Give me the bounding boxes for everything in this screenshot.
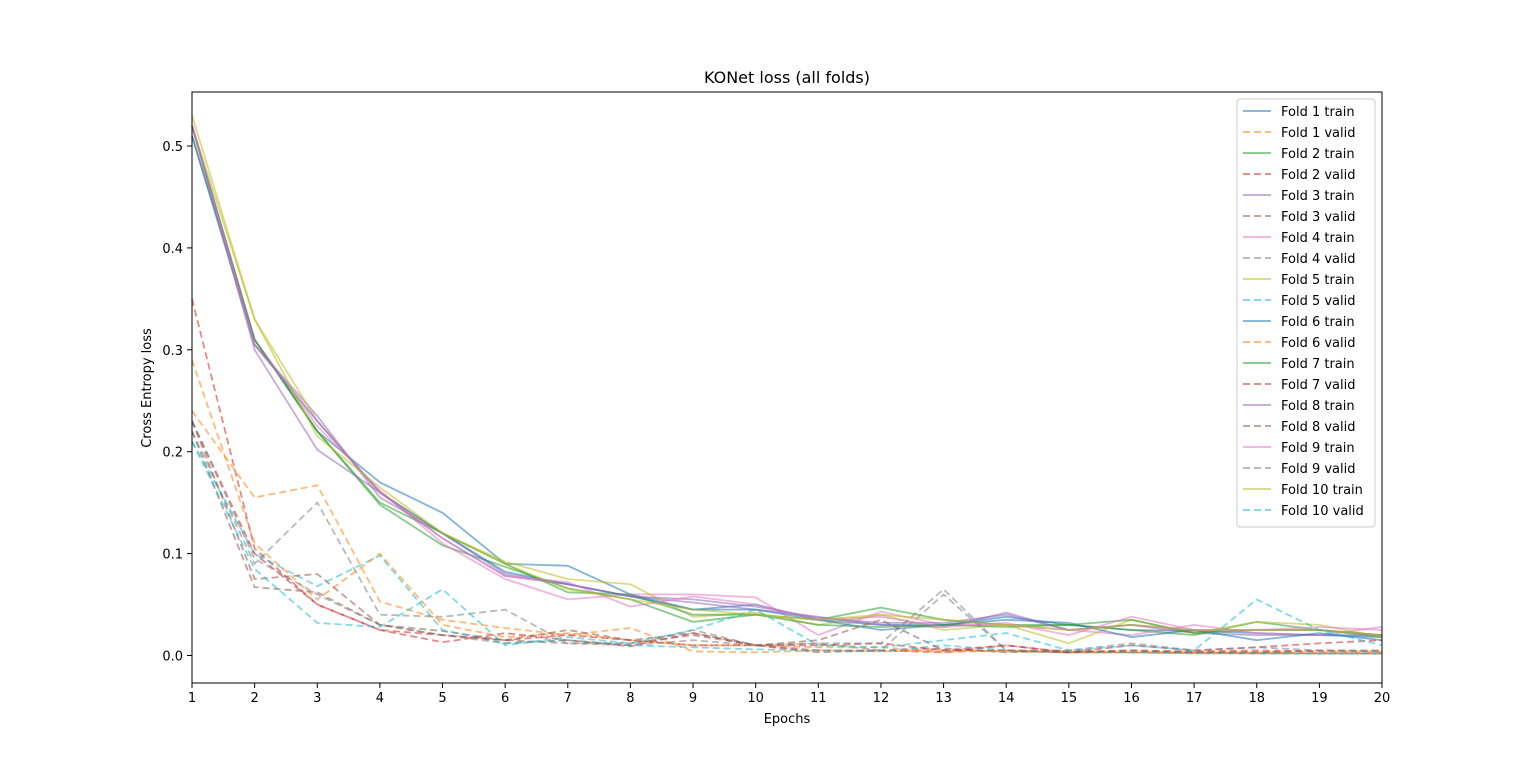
legend-label: Fold 3 train bbox=[1281, 189, 1355, 204]
x-tick-label: 10 bbox=[747, 691, 764, 706]
y-tick-label: 0.3 bbox=[162, 344, 183, 359]
legend-box bbox=[1236, 98, 1376, 528]
y-tick-label: 0.1 bbox=[162, 548, 183, 563]
y-tick-label: 0.0 bbox=[162, 649, 183, 664]
legend-label: Fold 9 valid bbox=[1281, 462, 1356, 477]
legend-label: Fold 8 train bbox=[1281, 399, 1355, 414]
series-line-4 bbox=[191, 298, 1382, 654]
x-tick-label: 11 bbox=[810, 691, 827, 706]
x-tick-label: 1 bbox=[188, 691, 196, 706]
legend-label: Fold 5 train bbox=[1281, 273, 1355, 288]
plot-area bbox=[191, 115, 1383, 655]
series-line-18 bbox=[191, 420, 1383, 653]
x-tick-label: 8 bbox=[626, 691, 634, 706]
legend-label: Fold 6 train bbox=[1281, 315, 1355, 330]
x-tick-label: 2 bbox=[250, 691, 258, 706]
x-tick-label: 6 bbox=[501, 691, 509, 706]
x-tick-label: 7 bbox=[564, 691, 572, 706]
legend-label: Fold 4 train bbox=[1281, 231, 1355, 246]
y-axis: 0.0 0.1 0.2 0.3 0.4 0.5 bbox=[162, 140, 192, 664]
legend-label: Fold 2 valid bbox=[1281, 168, 1356, 183]
series-line-13 bbox=[191, 125, 1383, 636]
chart-title: KONet loss (all folds) bbox=[704, 68, 870, 87]
plot-frame bbox=[191, 91, 1383, 684]
x-tick-label: 20 bbox=[1374, 691, 1391, 706]
x-tick-label: 5 bbox=[438, 691, 446, 706]
series-line-2 bbox=[191, 410, 1382, 655]
series-line-20 bbox=[191, 441, 1383, 652]
legend-label: Fold 9 train bbox=[1281, 441, 1355, 456]
legend-label: Fold 7 valid bbox=[1281, 378, 1356, 393]
legend-label: Fold 1 train bbox=[1281, 105, 1355, 120]
legend-label: Fold 10 train bbox=[1281, 483, 1363, 498]
legend-label: Fold 8 valid bbox=[1281, 420, 1356, 435]
series-line-15 bbox=[191, 125, 1383, 636]
series-line-5 bbox=[191, 125, 1382, 636]
x-tick-label: 18 bbox=[1248, 691, 1265, 706]
legend-label: Fold 4 valid bbox=[1281, 252, 1356, 267]
x-axis: 1 2 3 4 5 6 7 8 9 10 11 12 13 14 15 16 17 18 19 20 bbox=[188, 683, 1390, 706]
legend-label: Fold 1 valid bbox=[1281, 126, 1356, 141]
y-tick-label: 0.4 bbox=[162, 242, 183, 257]
legend-label: Fold 7 train bbox=[1281, 357, 1355, 372]
series-line-11 bbox=[191, 135, 1383, 642]
x-axis-label: Epochs bbox=[764, 712, 811, 727]
x-tick-label: 12 bbox=[873, 691, 890, 706]
x-tick-label: 17 bbox=[1186, 691, 1203, 706]
y-tick-label: 0.2 bbox=[162, 446, 183, 461]
legend-label: Fold 5 valid bbox=[1281, 294, 1356, 309]
x-tick-label: 16 bbox=[1123, 691, 1140, 706]
x-tick-label: 3 bbox=[313, 691, 321, 706]
y-tick-label: 0.5 bbox=[162, 140, 183, 155]
legend-label: Fold 6 valid bbox=[1281, 336, 1356, 351]
y-axis-label: Cross Entropy loss bbox=[140, 328, 155, 448]
x-tick-label: 9 bbox=[689, 691, 697, 706]
series-line-12 bbox=[191, 359, 1382, 654]
x-tick-label: 19 bbox=[1311, 691, 1328, 706]
legend-label: Fold 10 valid bbox=[1281, 504, 1364, 519]
x-tick-label: 14 bbox=[998, 691, 1015, 706]
legend: Fold 1 train Fold 1 valid Fold 2 train Fold… bbox=[1236, 98, 1376, 528]
series-line-3 bbox=[191, 135, 1383, 638]
x-tick-label: 15 bbox=[1061, 691, 1078, 706]
x-tick-label: 4 bbox=[376, 691, 384, 706]
series-line-19 bbox=[191, 115, 1383, 636]
series-line-10 bbox=[191, 441, 1382, 655]
series-line-9 bbox=[191, 125, 1383, 645]
legend-label: Fold 2 train bbox=[1281, 147, 1355, 162]
series-line-7 bbox=[191, 125, 1383, 637]
x-tick-label: 13 bbox=[935, 691, 952, 706]
series-line-17 bbox=[191, 125, 1383, 637]
legend-label: Fold 3 valid bbox=[1281, 210, 1356, 225]
